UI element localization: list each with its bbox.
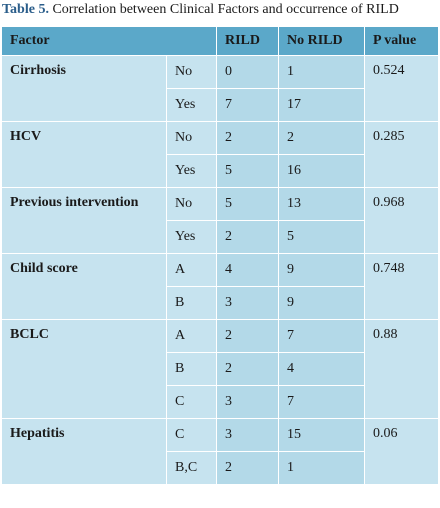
no-rild-cell: 13 [278, 187, 365, 221]
rild-cell: 2 [216, 319, 279, 353]
rild-cell: 7 [216, 88, 279, 122]
correlation-table: Factor RILD No RILD P value Cirrhosis No… [1, 26, 439, 485]
no-rild-cell: 1 [278, 451, 365, 485]
no-rild-cell: 7 [278, 319, 365, 353]
rild-cell: 3 [216, 286, 279, 320]
no-rild-cell: 9 [278, 286, 365, 320]
level-cell: C [166, 418, 217, 452]
no-rild-cell: 16 [278, 154, 365, 188]
table-row: Child score A 4 9 0.748 [1, 253, 439, 320]
table-body: Cirrhosis No 0 1 0.524 Yes 7 17 HCV No 2… [1, 55, 439, 485]
table-row: Previous intervention No 5 13 0.968 [1, 187, 439, 254]
no-rild-cell: 4 [278, 352, 365, 386]
table-row: Hepatitis C 3 15 0.06 [1, 418, 439, 485]
p-value-cell: 0.524 [364, 55, 439, 122]
no-rild-cell: 17 [278, 88, 365, 122]
p-value-cell: 0.968 [364, 187, 439, 254]
header-factor: Factor [1, 26, 217, 56]
level-cell: No [166, 55, 217, 89]
rild-cell: 2 [216, 220, 279, 254]
factor-cell: Previous intervention [1, 187, 167, 254]
header-rild: RILD [216, 26, 279, 56]
factor-cell: Child score [1, 253, 167, 320]
no-rild-cell: 9 [278, 253, 365, 287]
level-cell: No [166, 187, 217, 221]
table-row: B,C 2 1 [2, 451, 439, 485]
no-rild-cell: 2 [278, 121, 365, 155]
rild-cell: 2 [216, 121, 279, 155]
table-row: Yes 5 16 [2, 154, 439, 188]
table-caption-text: Correlation between Clinical Factors and… [48, 2, 399, 17]
table-row: HCV No 2 2 0.285 [1, 121, 439, 188]
rild-cell: 4 [216, 253, 279, 287]
table-caption: Table 5. Correlation between Clinical Fa… [0, 0, 440, 26]
table-row: Cirrhosis No 0 1 0.524 [1, 55, 439, 122]
rild-cell: 3 [216, 385, 279, 419]
header-p-value: P value [364, 26, 439, 56]
rild-cell: 2 [216, 451, 279, 485]
level-cell: Yes [166, 154, 217, 188]
table-caption-label: Table 5. [2, 2, 49, 17]
rild-cell: 3 [216, 418, 279, 452]
table-row: Yes 7 17 [2, 88, 439, 122]
rild-cell: 0 [216, 55, 279, 89]
level-cell: Yes [166, 220, 217, 254]
level-cell: B [166, 286, 217, 320]
no-rild-cell: 5 [278, 220, 365, 254]
no-rild-cell: 15 [278, 418, 365, 452]
level-cell: B,C [166, 451, 217, 485]
p-value-cell: 0.06 [364, 418, 439, 485]
rild-cell: 5 [216, 154, 279, 188]
level-cell: No [166, 121, 217, 155]
no-rild-cell: 7 [278, 385, 365, 419]
p-value-cell: 0.748 [364, 253, 439, 320]
level-cell: A [166, 319, 217, 353]
factor-cell: Cirrhosis [1, 55, 167, 122]
header-no-rild: No RILD [278, 26, 365, 56]
no-rild-cell: 1 [278, 55, 365, 89]
level-cell: A [166, 253, 217, 287]
table-row: B 2 4 [2, 352, 439, 386]
p-value-cell: 0.285 [364, 121, 439, 188]
level-cell: C [166, 385, 217, 419]
rild-cell: 2 [216, 352, 279, 386]
rild-cell: 5 [216, 187, 279, 221]
factor-cell: BCLC [1, 319, 167, 419]
table-header-row: Factor RILD No RILD P value [1, 26, 439, 56]
table-row: Yes 2 5 [2, 220, 439, 254]
level-cell: Yes [166, 88, 217, 122]
factor-cell: HCV [1, 121, 167, 188]
factor-cell: Hepatitis [1, 418, 167, 485]
level-cell: B [166, 352, 217, 386]
table-row: BCLC A 2 7 0.88 [1, 319, 439, 419]
p-value-cell: 0.88 [364, 319, 439, 419]
